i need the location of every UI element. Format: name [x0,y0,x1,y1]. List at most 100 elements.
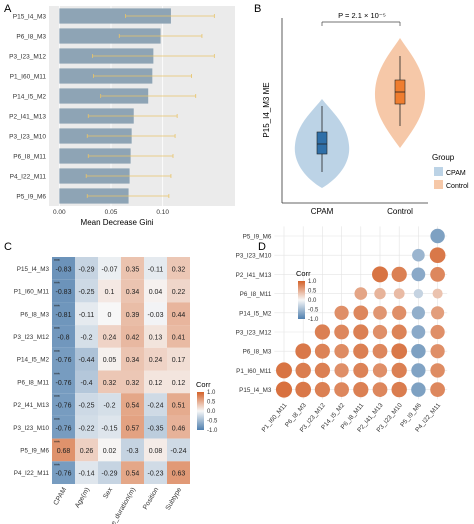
d-dot [429,247,446,264]
c-cell-value: 0.44 [172,312,186,319]
c-cell-value: 0.39 [126,312,140,319]
c-cell [52,370,75,394]
c-cell [121,302,144,326]
c-cell-value: 0.32 [126,380,140,387]
c-cell-value: 0.54 [126,403,140,410]
c-cell [98,415,121,439]
c-cell-value: -0.29 [102,471,118,478]
d-legend-tick: 0.5 [308,289,317,295]
d-column-label: P1_I60_M11 [261,402,289,434]
c-cell-value: -0.15 [102,425,118,432]
c-cell-value: -0.24 [171,448,187,455]
c-cell-value: 0.32 [103,380,117,387]
c-cell [75,279,98,303]
c-cell [121,325,144,348]
panel-d-correlation-dot-matrix: P5_I9_M6 P3_I23_M10 P2_I41_M13 P6_I8_M11 P14… [236,226,448,434]
panel-d-legend-title: Corr [296,269,311,278]
d-dot [411,325,426,339]
d-dot [412,248,425,262]
c-cell [52,279,75,303]
d-dot [334,382,349,397]
panel-d-legend-gradient [298,281,305,319]
legend-swatch-cpam [434,167,443,176]
d-row-label: P1_I60_M11 [236,368,272,375]
c-cell [167,347,190,371]
c-cell [167,461,190,484]
c-cell-value: 0.22 [172,289,186,296]
d-dot [372,324,388,340]
c-cell-value: 0.26 [80,448,94,455]
d-dot [295,362,311,379]
c-cell-value: -0.29 [79,266,95,273]
c-cell [167,257,190,280]
d-dot [372,363,388,378]
panel-b-p-value: P = 2.1 × 10⁻⁵ [338,11,386,20]
d-dot [392,305,407,320]
c-cell-value: 0.68 [57,448,71,455]
c-cell [98,438,121,462]
panel-c-legend-gradient [197,392,204,430]
d-row-label: P6_I8_M11 [240,291,272,298]
c-cell [52,302,75,326]
c-cell [121,257,144,280]
c-legend-tick: 1.0 [207,390,216,396]
c-significance-mark: *** [54,418,60,424]
c-column-label: Position [142,486,160,511]
c-cell [121,393,144,416]
d-row-label: P5_I9_M6 [243,234,272,241]
c-cell [75,257,98,280]
c-cell [75,325,98,348]
c-cell [121,370,144,394]
c-cell [121,415,144,439]
c-row-label: P1_I60_M11 [14,289,50,296]
c-cell-value: 0.12 [149,380,163,387]
d-dot [391,343,408,360]
c-cell-value: -0.76 [56,380,72,387]
c-cell [144,325,167,348]
c-cell [98,347,121,371]
c-cell-value: 0.35 [126,266,140,273]
d-dot [353,343,369,359]
c-cell [52,257,75,280]
c-cell [52,347,75,371]
panel-label-d: D [258,241,266,253]
legend-title-group: Group [432,153,455,162]
c-cell-value: -0.83 [56,289,72,296]
d-dot [372,343,388,359]
d-dot [393,288,405,299]
d-dot [374,287,386,300]
c-cell-value: 0.24 [103,334,117,341]
panel-label-a: A [4,3,12,15]
c-cell-value: -0.25 [79,403,95,410]
c-cell-value: 0.04 [149,289,163,296]
c-significance-mark: *** [54,327,60,333]
c-cell-value: 0.34 [126,357,140,364]
c-cell [98,279,121,303]
c-cell [121,347,144,371]
c-cell-value: -0.22 [79,425,95,432]
c-cell [167,279,190,303]
a-category-label: P3_I23_M10 [9,134,46,141]
c-significance-mark: *** [54,441,60,447]
c-cell-value: -0.25 [79,289,95,296]
d-row-label: P2_I41_M13 [236,272,272,279]
c-cell [121,461,144,484]
c-cell [167,415,190,439]
c-cell [75,302,98,326]
c-cell-value: -0.14 [79,471,95,478]
d-dot [432,288,443,299]
c-cell [75,415,98,439]
c-cell [98,370,121,394]
c-cell-value: 0.13 [149,334,163,341]
c-row-label: P15_I4_M3 [17,266,50,273]
c-cell-value: 0.42 [126,334,140,341]
c-cell-value: -0.11 [148,266,164,273]
c-cell-value: -0.4 [80,380,92,387]
d-dot [353,324,369,340]
c-row-label: P6_I8_M11 [17,379,49,386]
d-dot [430,267,445,282]
c-cell [144,347,167,371]
a-x-tick-label: 0.10 [156,209,169,216]
c-cell-value: -0.81 [56,312,72,319]
c-cell-value: 0.08 [149,448,163,455]
